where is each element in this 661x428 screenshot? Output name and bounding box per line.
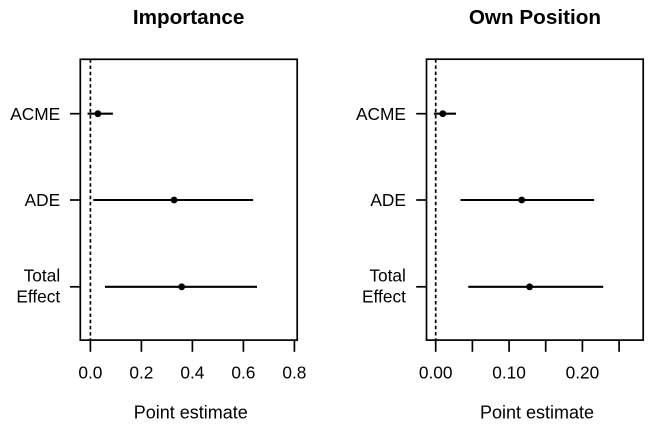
svg-text:ADE: ADE [25, 190, 61, 210]
svg-text:0.0: 0.0 [78, 362, 102, 382]
svg-text:ACME: ACME [10, 104, 60, 124]
svg-text:0.2: 0.2 [129, 362, 153, 382]
svg-text:Total: Total [369, 265, 406, 285]
svg-text:Total: Total [24, 265, 61, 285]
svg-text:0.00: 0.00 [419, 362, 453, 382]
svg-text:ACME: ACME [356, 104, 406, 124]
svg-text:Effect: Effect [16, 286, 60, 306]
svg-text:0.20: 0.20 [566, 362, 600, 382]
svg-text:Point estimate: Point estimate [480, 402, 594, 422]
svg-text:Importance: Importance [133, 6, 245, 29]
svg-text:Effect: Effect [362, 286, 406, 306]
svg-text:0.6: 0.6 [231, 362, 255, 382]
svg-text:Point estimate: Point estimate [134, 402, 248, 422]
svg-text:Own Position: Own Position [469, 6, 601, 29]
svg-text:0.10: 0.10 [492, 362, 526, 382]
svg-text:0.8: 0.8 [282, 362, 306, 382]
svg-text:ADE: ADE [370, 190, 406, 210]
svg-text:0.4: 0.4 [180, 362, 204, 382]
